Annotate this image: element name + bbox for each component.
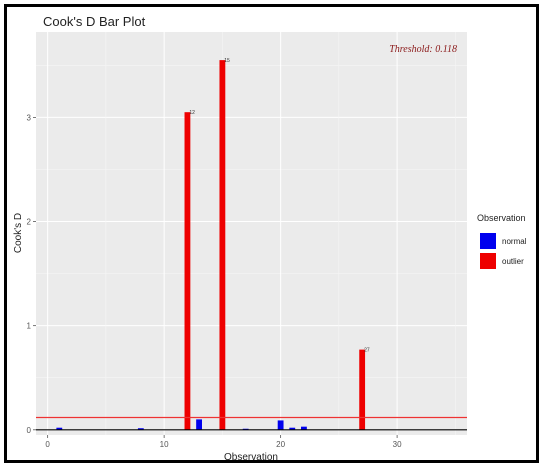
y-axis-title: Cook's D <box>13 213 24 253</box>
bar-obs-8 <box>137 428 144 430</box>
y-tick-label: 0 <box>27 426 32 435</box>
legend: Observation normal outlier <box>477 213 527 269</box>
legend-swatch-normal <box>480 233 496 249</box>
y-tick-label: 3 <box>27 113 32 122</box>
threshold-label: Threshold: 0.118 <box>389 44 457 55</box>
legend-swatch-outlier <box>480 253 496 269</box>
chart-frame: Cook's D Bar Plot 12 15 27 Threshold: 0.11… <box>4 4 539 463</box>
bar-obs-12 <box>184 112 191 430</box>
x-tick-label: 0 <box>45 440 50 449</box>
y-tick-label: 2 <box>27 218 32 227</box>
bar-obs-21 <box>289 427 296 430</box>
outlier-labels: 12 15 27 <box>189 58 370 353</box>
bar-obs-13 <box>196 419 202 430</box>
bar-obs-20 <box>277 420 284 430</box>
bar-obs-22 <box>301 426 307 430</box>
bar-obs-1 <box>56 427 63 430</box>
bar-obs-15 <box>219 60 226 430</box>
y-tick-label: 1 <box>27 322 32 331</box>
x-tick-label: 10 <box>160 440 169 449</box>
x-axis-title: Observation <box>224 452 278 460</box>
bar-label-12: 12 <box>189 110 195 116</box>
legend-label-outlier: outlier <box>502 257 524 266</box>
plot-panel <box>36 32 467 435</box>
bar-label-15: 15 <box>224 58 230 64</box>
y-axis-ticks: 0 1 2 3 <box>27 113 36 435</box>
bar-label-27: 27 <box>364 348 370 354</box>
bar-obs-27 <box>359 349 366 430</box>
x-axis-ticks: 0 10 20 30 <box>45 435 402 449</box>
x-tick-label: 20 <box>276 440 285 449</box>
chart-title: Cook's D Bar Plot <box>43 14 146 29</box>
x-tick-label: 30 <box>393 440 402 449</box>
reference-lines <box>36 416 467 431</box>
legend-title: Observation <box>477 213 526 223</box>
legend-label-normal: normal <box>502 237 527 246</box>
